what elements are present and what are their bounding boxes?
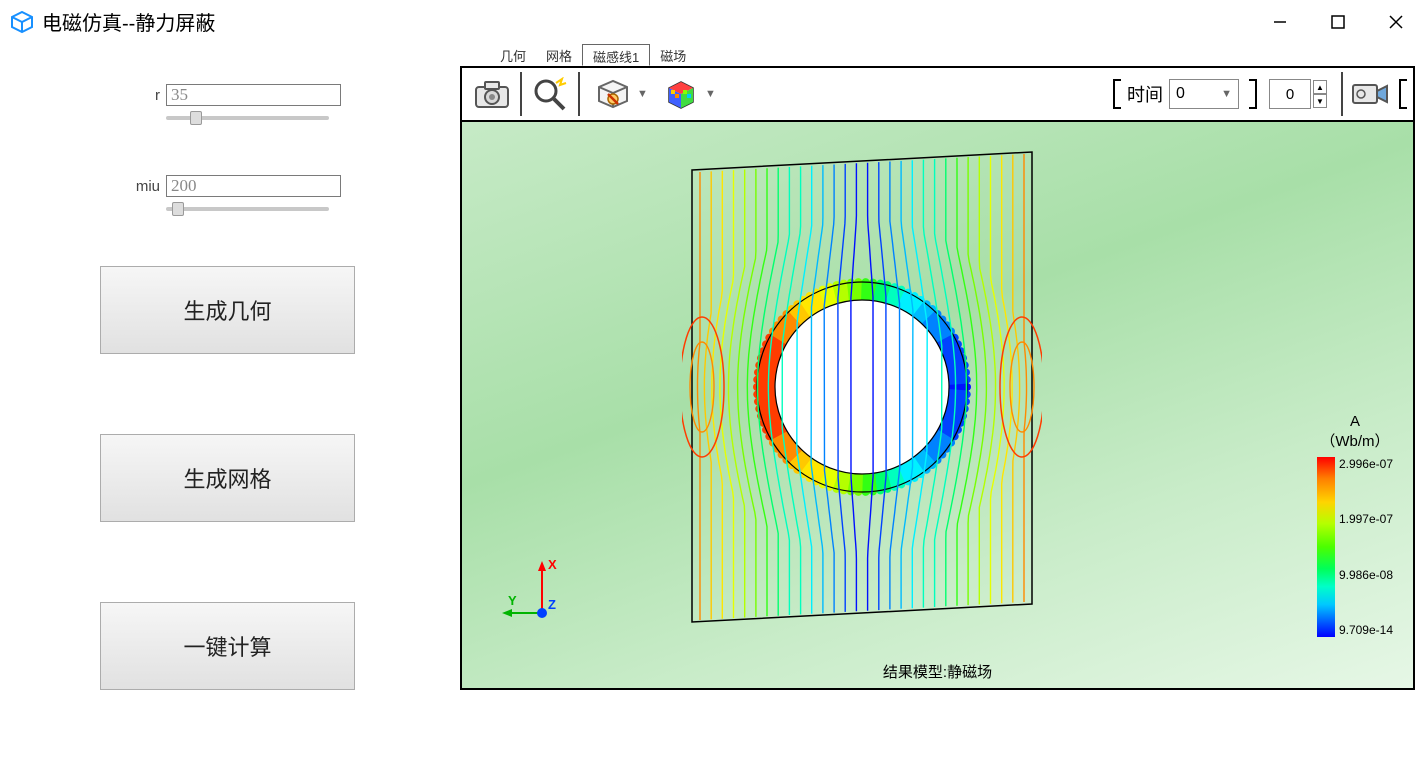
time-select[interactable]: 0▼: [1169, 79, 1239, 109]
legend-colorbar: [1317, 457, 1335, 637]
titlebar: 电磁仿真--静力屏蔽: [0, 0, 1425, 44]
calculate-button[interactable]: 一键计算: [100, 602, 355, 690]
zoom-button[interactable]: [526, 71, 574, 117]
svg-text:X: X: [548, 557, 557, 572]
minimize-button[interactable]: [1251, 0, 1309, 44]
param-r-slider[interactable]: [166, 116, 329, 120]
toolbar-separator: [520, 72, 522, 116]
toolbar-separator: [1341, 72, 1343, 116]
generate-geometry-button[interactable]: 生成几何: [100, 266, 355, 354]
axis-widget: X Y Z: [502, 553, 582, 638]
bracket-left-icon: [1113, 79, 1121, 109]
view-mode-button[interactable]: ▼: [584, 71, 654, 117]
viewer-toolbar: ▼ ▼ 时间 0▼ 0 ▲▼: [462, 68, 1413, 122]
slider-thumb[interactable]: [172, 202, 184, 216]
camera-video-button[interactable]: [1347, 71, 1395, 117]
window-title: 电磁仿真--静力屏蔽: [42, 7, 215, 36]
step-spinner[interactable]: ▲▼: [1313, 80, 1327, 108]
param-miu: miu: [130, 175, 460, 197]
param-r-input[interactable]: [166, 84, 341, 106]
svg-text:Z: Z: [548, 597, 556, 612]
param-miu-label: miu: [130, 178, 160, 195]
toolbar-separator: [578, 72, 580, 116]
legend-ticks: 2.996e-071.997e-079.986e-089.709e-14: [1339, 457, 1393, 637]
param-miu-slider[interactable]: [166, 207, 329, 211]
tab-3[interactable]: 磁场: [650, 44, 696, 66]
step-box: 0: [1269, 79, 1311, 109]
slider-thumb[interactable]: [190, 111, 202, 125]
svg-text:Y: Y: [508, 593, 517, 608]
maximize-button[interactable]: [1309, 0, 1367, 44]
close-button[interactable]: [1367, 0, 1425, 44]
color-legend: A （Wb/m） 2.996e-071.997e-079.986e-089.70…: [1317, 412, 1393, 637]
bracket-right-icon: [1249, 79, 1257, 109]
spin-down-icon[interactable]: ▼: [1313, 94, 1327, 108]
generate-mesh-button[interactable]: 生成网格: [100, 434, 355, 522]
plot-canvas[interactable]: X Y Z A （Wb/m） 2.996e-071.997e-079.986e: [462, 122, 1413, 688]
param-r-label: r: [130, 87, 160, 104]
chevron-down-icon: ▼: [705, 88, 716, 100]
screenshot-button[interactable]: [468, 71, 516, 117]
window-controls: [1251, 0, 1425, 44]
app-logo-icon: [8, 8, 36, 36]
sidebar: r miu 生成几何 生成网格 一键计算: [0, 44, 460, 782]
color-cube-button[interactable]: ▼: [654, 71, 724, 117]
simulation-svg: [682, 142, 1042, 632]
param-miu-input[interactable]: [166, 175, 341, 197]
tab-0[interactable]: 几何: [490, 44, 536, 66]
chevron-down-icon: ▼: [1221, 88, 1232, 100]
chevron-down-icon: ▼: [637, 88, 648, 100]
viewer-tabs: 几何网格磁感线1磁场: [490, 44, 1415, 66]
tab-1[interactable]: 网格: [536, 44, 582, 66]
legend-title: A （Wb/m）: [1317, 412, 1393, 451]
time-label: 时间: [1127, 81, 1163, 107]
tab-2[interactable]: 磁感线1: [582, 44, 650, 66]
result-label: 结果模型:静磁场: [883, 661, 992, 682]
canvas-wrap: ▼ ▼ 时间 0▼ 0 ▲▼: [460, 66, 1415, 690]
param-r: r: [130, 84, 460, 106]
viewer-panel: 几何网格磁感线1磁场 ▼ ▼: [460, 44, 1425, 782]
spin-up-icon[interactable]: ▲: [1313, 80, 1327, 94]
bracket-left-icon: [1399, 79, 1407, 109]
